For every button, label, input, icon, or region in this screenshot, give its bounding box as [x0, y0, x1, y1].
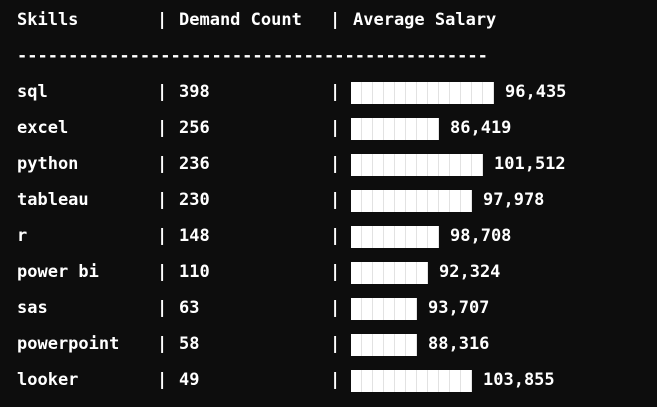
- column-separator-1: |: [157, 370, 168, 390]
- column-separator-1: |: [157, 82, 168, 102]
- skill-name: sas: [17, 298, 48, 318]
- table-row: r | 148 | 98,708: [0, 218, 657, 254]
- salary-bar: [351, 118, 439, 140]
- header-skills: Skills: [17, 10, 79, 30]
- salary-bar: [351, 190, 472, 212]
- salary-value: 96,435: [505, 82, 567, 102]
- column-separator-1: |: [157, 262, 168, 282]
- table-row: power bi | 110 | 92,324: [0, 254, 657, 290]
- header-demand-count: Demand Count: [179, 10, 302, 30]
- salary-bar: [351, 226, 439, 248]
- demand-count: 49: [179, 370, 200, 390]
- salary-value: 103,855: [483, 370, 555, 390]
- table-row: looker | 49 | 103,855: [0, 362, 657, 398]
- demand-count: 63: [179, 298, 200, 318]
- column-separator-2: |: [330, 226, 341, 246]
- header-separator-2: |: [330, 10, 341, 30]
- table-row: sas | 63 | 93,707: [0, 290, 657, 326]
- column-separator-1: |: [157, 118, 168, 138]
- skill-name: python: [17, 154, 79, 174]
- demand-count: 236: [179, 154, 210, 174]
- salary-value: 92,324: [439, 262, 501, 282]
- salary-value: 88,316: [428, 334, 490, 354]
- demand-count: 148: [179, 226, 210, 246]
- skill-name: r: [17, 226, 28, 246]
- demand-count: 58: [179, 334, 200, 354]
- salary-bar: [351, 298, 417, 320]
- salary-value: 86,419: [450, 118, 512, 138]
- table-row: tableau | 230 | 97,978: [0, 182, 657, 218]
- salary-value: 98,708: [450, 226, 512, 246]
- column-separator-1: |: [157, 190, 168, 210]
- column-separator-2: |: [330, 118, 341, 138]
- table-row: excel | 256 | 86,419: [0, 110, 657, 146]
- separator-line: ----------------------------------------…: [17, 46, 488, 66]
- salary-bar: [351, 370, 472, 392]
- salary-value: 93,707: [428, 298, 490, 318]
- table-row: sql | 398 | 96,435: [0, 74, 657, 110]
- skill-name: excel: [17, 118, 69, 138]
- column-separator-1: |: [157, 154, 168, 174]
- column-separator-2: |: [330, 298, 341, 318]
- skill-name: sql: [17, 82, 48, 102]
- demand-count: 110: [179, 262, 210, 282]
- header-row: Skills | Demand Count | Average Salary: [0, 2, 657, 38]
- salary-bar: [351, 82, 494, 104]
- column-separator-2: |: [330, 82, 341, 102]
- salary-bar: [351, 334, 417, 356]
- salary-bar: [351, 262, 428, 284]
- demand-count: 230: [179, 190, 210, 210]
- column-separator-2: |: [330, 262, 341, 282]
- skill-name: power bi: [17, 262, 99, 282]
- header-average-salary: Average Salary: [353, 10, 497, 30]
- skill-name: looker: [17, 370, 79, 390]
- column-separator-2: |: [330, 334, 341, 354]
- column-separator-2: |: [330, 190, 341, 210]
- salary-bar: [351, 154, 483, 176]
- skill-name: tableau: [17, 190, 89, 210]
- salary-value: 101,512: [494, 154, 566, 174]
- skill-name: powerpoint: [17, 334, 120, 354]
- column-separator-1: |: [157, 298, 168, 318]
- column-separator-2: |: [330, 154, 341, 174]
- table-row: powerpoint | 58 | 88,316: [0, 326, 657, 362]
- column-separator-2: |: [330, 370, 341, 390]
- column-separator-1: |: [157, 226, 168, 246]
- demand-count: 398: [179, 82, 210, 102]
- table-row: python | 236 | 101,512: [0, 146, 657, 182]
- header-separator-1: |: [157, 10, 168, 30]
- salary-value: 97,978: [483, 190, 545, 210]
- column-separator-1: |: [157, 334, 168, 354]
- demand-count: 256: [179, 118, 210, 138]
